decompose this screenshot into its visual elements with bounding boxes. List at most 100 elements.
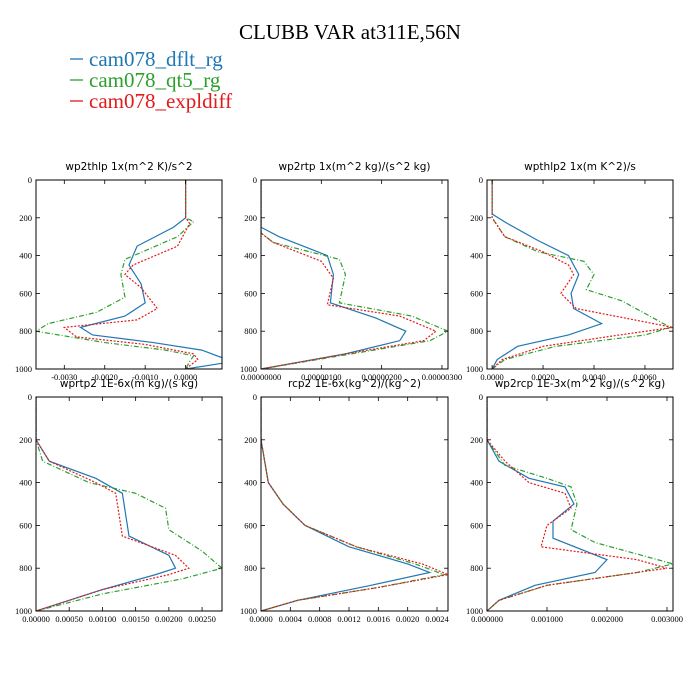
series-expl-line xyxy=(36,397,190,611)
y-tick-label: 1000 xyxy=(15,606,32,616)
panel-title: wp2thlp 1x(m^2 K)/s^2 xyxy=(65,161,192,173)
y-tick-label: 800 xyxy=(470,563,483,573)
panel-title: wprtp2 1E-6x(m kg)/(s kg) xyxy=(60,378,198,390)
series-dflt-line xyxy=(261,180,407,369)
y-tick-label: 600 xyxy=(19,288,32,298)
y-tick-label: 400 xyxy=(244,251,257,261)
x-tick-label: -0.0010 xyxy=(132,372,158,382)
plot-frame xyxy=(35,396,223,612)
plot-frame xyxy=(486,179,674,370)
plot-frame xyxy=(260,396,449,612)
panel-title: wp2rtp 1x(m^2 kg)/(s^2 kg) xyxy=(278,161,430,173)
y-tick-label: 400 xyxy=(470,251,483,261)
panel-4: wprtp2 1E-6x(m kg)/(s kg) 0 200 400 600 800 10… xyxy=(15,378,223,624)
x-tick-label: 0.00100 xyxy=(89,614,117,624)
x-tick-label: 0.0008 xyxy=(308,614,331,624)
y-tick-label: 200 xyxy=(244,435,257,445)
legend-label-dflt: cam078_dflt_rg xyxy=(89,47,223,71)
x-tick-label: 0.0024 xyxy=(425,614,449,624)
series-dflt-line xyxy=(261,397,432,611)
x-tick-label: 0.00000200 xyxy=(361,372,401,382)
x-tick-label: 0.001000 xyxy=(531,614,563,624)
series-qt5-line xyxy=(261,397,447,611)
panel-3: wpthlp2 1x(m K^2)/s020040060080010000.00… xyxy=(466,161,674,382)
legend-item-dflt: cam078_dflt_rg xyxy=(70,47,223,71)
y-tick-label: 600 xyxy=(470,288,483,298)
series-expl-line xyxy=(487,397,668,611)
y-tick-label: 400 xyxy=(244,478,257,488)
panel-1: wp2thlp 1x(m^2 K)/s^2 0 200 400 600 800 1000 -0… xyxy=(15,161,223,382)
panel-title: rcp2 1E-6x(kg^2)/(kg^2) xyxy=(288,378,421,390)
series-qt5-line xyxy=(36,397,222,611)
y-tick-label: 400 xyxy=(19,251,32,261)
series-expl-line xyxy=(62,180,199,369)
legend-label-qt5: cam078_qt5_rg xyxy=(89,68,221,92)
x-tick-label: 0.00200 xyxy=(155,614,183,624)
x-tick-label: 0.0020 xyxy=(531,372,554,382)
panel-5: rcp2 1E-6x(kg^2)/(kg^2) 0 200 400 600 800 1000… xyxy=(240,378,449,624)
series-qt5-line xyxy=(261,180,448,369)
series-expl-line xyxy=(261,397,448,611)
y-tick-label: 800 xyxy=(19,563,32,573)
x-tick-label: 0.00000100 xyxy=(301,372,341,382)
y-tick-label: 1000 xyxy=(240,606,257,616)
x-tick-label: 0.0012 xyxy=(337,614,360,624)
x-tick-label: 0.0060 xyxy=(633,372,656,382)
y-tick-label: 0 xyxy=(28,392,32,402)
series-dflt-line xyxy=(487,397,609,611)
legend-item-expl: cam078_expldiff xyxy=(70,89,232,113)
y-tick-label: 0 xyxy=(479,175,483,185)
y-tick-label: 400 xyxy=(19,478,32,488)
y-tick-label: 800 xyxy=(470,326,483,336)
y-tick-label: 200 xyxy=(19,435,32,445)
y-tick-label: 600 xyxy=(19,520,32,530)
legend-label-expl: cam078_expldiff xyxy=(89,89,232,113)
plot-frame xyxy=(35,179,223,370)
x-tick-label: 0.002000 xyxy=(591,614,623,624)
legend-item-qt5: cam078_qt5_rg xyxy=(70,68,221,92)
y-tick-label: 200 xyxy=(19,213,32,223)
panels-container: wp2thlp 1x(m^2 K)/s^2 0 200 400 600 800 1000 -0… xyxy=(15,161,683,624)
y-tick-label: 1000 xyxy=(466,364,483,374)
y-tick-label: 800 xyxy=(19,326,32,336)
x-tick-label: 0.00150 xyxy=(122,614,150,624)
x-tick-label: 0.0016 xyxy=(367,614,390,624)
plot-frame xyxy=(260,179,449,370)
series-expl-line xyxy=(261,180,438,369)
x-tick-label: 0.00250 xyxy=(188,614,216,624)
figure-title: CLUBB VAR at311E,56N xyxy=(239,20,461,44)
y-tick-label: 600 xyxy=(244,288,257,298)
x-tick-label: 0.003000 xyxy=(651,614,683,624)
x-tick-label: 0.00050 xyxy=(55,614,83,624)
x-tick-label: 0.0020 xyxy=(396,614,419,624)
panel-title: wpthlp2 1x(m K^2)/s xyxy=(524,161,636,173)
y-tick-label: 800 xyxy=(244,326,257,336)
y-tick-label: 200 xyxy=(470,435,483,445)
plot-frame xyxy=(486,396,674,612)
legend: cam078_dflt_rg cam078_qt5_rg cam078_expl… xyxy=(70,47,232,113)
y-tick-label: 600 xyxy=(244,520,257,530)
series-expl-line xyxy=(491,180,673,369)
panel-2: wp2rtp 1x(m^2 kg)/(s^2 kg) 0 200 400 600 800 1… xyxy=(240,161,462,382)
y-tick-label: 400 xyxy=(470,478,483,488)
y-tick-label: 0 xyxy=(253,175,257,185)
x-tick-label: 0.00000300 xyxy=(422,372,462,382)
y-tick-label: 0 xyxy=(253,392,257,402)
x-tick-label: 0.000000 xyxy=(471,614,503,624)
series-qt5-line xyxy=(491,180,673,369)
y-tick-label: 200 xyxy=(470,213,483,223)
series-dflt-line xyxy=(491,180,604,369)
x-tick-label: 0.0000 xyxy=(480,372,503,382)
y-tick-label: 200 xyxy=(244,213,257,223)
y-tick-label: 800 xyxy=(244,563,257,573)
x-tick-label: -0.0030 xyxy=(51,372,77,382)
y-tick-label: 0 xyxy=(479,392,483,402)
y-tick-label: 1000 xyxy=(240,364,257,374)
series-dflt-line xyxy=(36,397,177,611)
y-tick-label: 1000 xyxy=(15,364,32,374)
y-tick-label: 1000 xyxy=(466,606,483,616)
x-tick-label: 0.00000000 xyxy=(241,372,281,382)
x-tick-label: 0.0000 xyxy=(174,372,197,382)
series-qt5-line xyxy=(487,397,673,611)
